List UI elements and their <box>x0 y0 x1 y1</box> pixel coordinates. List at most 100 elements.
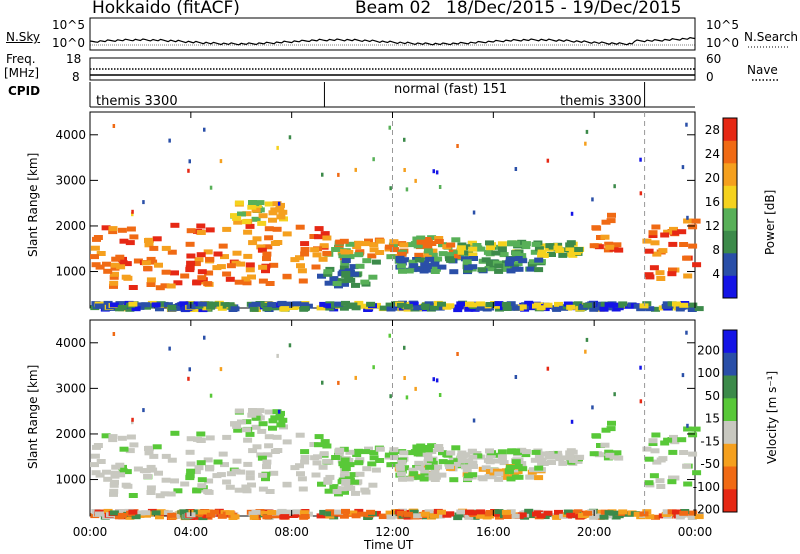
power-data-cell <box>449 269 459 275</box>
power-data-cell <box>412 236 422 242</box>
power-data-cell <box>683 273 693 279</box>
power-data-cell <box>272 226 282 232</box>
power-data-cell <box>179 301 189 307</box>
velocity-data-cell <box>524 508 534 514</box>
velocity-data-cell <box>242 488 252 494</box>
velocity-data-cell <box>119 446 129 452</box>
velocity-data-cell <box>497 454 507 460</box>
velocity-data-cell <box>93 443 103 448</box>
velocity-data-cell <box>539 461 549 466</box>
velocity-data-cell <box>534 465 544 471</box>
power-data-cell <box>589 243 599 249</box>
velocity-data-cell <box>568 457 578 463</box>
velocity-data-cell <box>167 457 177 463</box>
power-data-cell <box>437 301 446 307</box>
power-data-cell <box>416 239 426 245</box>
power-data-cell <box>341 258 351 264</box>
power-scatter-cell <box>277 201 281 206</box>
velocity-colorbar-tick: -200 <box>693 503 720 517</box>
velocity-data-cell <box>592 433 602 439</box>
power-data-cell <box>468 302 477 308</box>
power-data-cell <box>262 256 271 262</box>
velocity-colorbar-tick: 100 <box>697 366 720 380</box>
velocity-data-cell <box>251 424 261 430</box>
power-data-cell <box>339 265 349 271</box>
power-data-cell <box>485 251 495 257</box>
power-data-cell <box>510 305 520 311</box>
power-data-cell <box>260 303 270 308</box>
noise-tick-left-bottom: 10^0 <box>52 36 85 50</box>
velocity-data-cell <box>517 461 527 467</box>
velocity-data-cell <box>317 481 326 487</box>
velocity-data-cell <box>354 448 363 454</box>
power-scatter-cell <box>639 191 643 196</box>
velocity-data-cell <box>371 467 381 473</box>
power-scatter-cell <box>389 186 392 191</box>
power-data-cell <box>517 239 527 245</box>
velocity-data-cell <box>102 469 111 475</box>
power-data-cell <box>170 222 180 228</box>
velocity-data-cell <box>262 514 272 520</box>
power-data-cell <box>379 305 389 311</box>
velocity-data-cell <box>252 444 262 450</box>
velocity-data-cell <box>396 471 406 477</box>
power-ytick-label: 3000 <box>55 173 86 187</box>
velocity-data-cell <box>361 449 370 455</box>
power-scatter-cell <box>321 172 324 177</box>
power-data-cell <box>497 246 507 252</box>
power-data-cell <box>160 283 170 289</box>
velocity-data-cell <box>146 464 156 470</box>
power-data-cell <box>125 240 135 246</box>
power-data-cell <box>583 302 593 308</box>
power-data-cell <box>413 305 423 311</box>
power-data-cell <box>251 207 261 213</box>
power-data-cell <box>323 271 333 277</box>
power-data-cell <box>521 241 531 247</box>
power-data-cell <box>444 252 454 258</box>
power-data-cell <box>524 300 534 306</box>
velocity-data-cell <box>296 471 305 477</box>
power-data-cell <box>425 256 435 262</box>
power-data-cell <box>282 273 292 279</box>
power-data-cell <box>514 266 524 272</box>
velocity-data-cell <box>642 446 652 452</box>
velocity-data-cell <box>369 450 379 456</box>
velocity-data-cell <box>247 412 257 418</box>
velocity-data-cell <box>599 514 609 520</box>
power-data-cell <box>322 250 332 256</box>
velocity-data-cell <box>173 488 183 494</box>
power-data-cell <box>639 303 649 309</box>
power-data-cell <box>270 207 280 213</box>
velocity-scatter-cell <box>472 418 476 423</box>
power-data-cell <box>668 267 677 273</box>
velocity-scatter-cell <box>187 376 190 381</box>
power-data-cell <box>574 247 584 252</box>
power-data-cell <box>497 241 507 247</box>
power-data-cell <box>558 252 568 258</box>
velocity-data-cell <box>248 408 257 413</box>
power-data-cell <box>297 268 307 274</box>
power-data-cell <box>232 250 242 256</box>
power-data-cell <box>481 257 491 263</box>
velocity-data-cell <box>155 493 165 499</box>
velocity-data-cell <box>197 509 207 515</box>
power-data-cell <box>468 252 478 258</box>
velocity-data-cell <box>152 444 162 450</box>
velocity-data-cell <box>128 509 138 515</box>
power-data-cell <box>350 271 360 277</box>
power-data-cell <box>669 226 678 232</box>
power-data-cell <box>409 263 419 269</box>
power-data-cell <box>270 241 280 246</box>
velocity-data-cell <box>131 514 141 520</box>
power-data-cell <box>277 300 287 306</box>
velocity-data-cell <box>96 459 106 464</box>
velocity-data-cell <box>148 467 158 473</box>
velocity-data-cell <box>481 465 491 471</box>
power-data-cell <box>345 254 355 260</box>
velocity-data-cell <box>475 513 485 519</box>
velocity-data-cell <box>251 415 261 421</box>
power-data-cell <box>651 224 661 230</box>
power-data-cell <box>133 258 143 264</box>
power-data-cell <box>428 252 438 258</box>
